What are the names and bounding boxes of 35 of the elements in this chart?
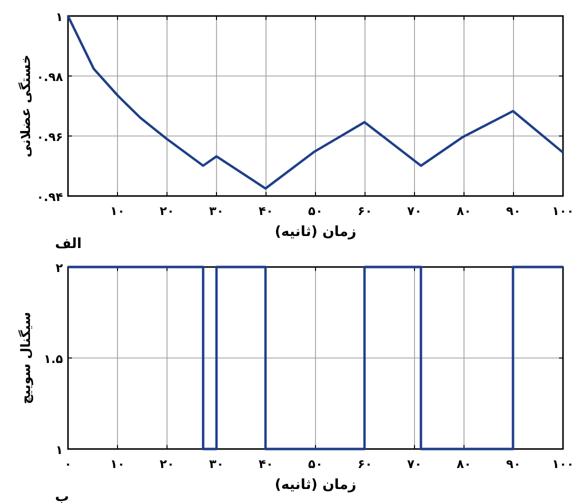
x-tick-label: ۴۰ (258, 457, 274, 471)
y-axis-title: سیگنال سوییچ (18, 312, 34, 404)
x-tick-label: ۷۰ (407, 204, 422, 218)
y-tick-label: ۱ (56, 10, 63, 24)
x-tick-label: ۷۰ (407, 457, 422, 471)
x-tick-label: ۸۰ (456, 204, 472, 218)
x-tick-label: ۱۰ (110, 204, 125, 218)
x-tick-label: ۱۰ (110, 457, 125, 471)
x-tick-label: ۱۰۰ (552, 457, 574, 471)
y-tick-label: ۰.۹۸ (36, 70, 64, 84)
x-axis-title: زمان (ثانیه) (274, 224, 356, 240)
x-tick-label: ۳۰ (209, 457, 224, 471)
x-tick-label: ۳۰ (209, 204, 224, 218)
y-tick-label: ۱.۵ (44, 352, 63, 366)
x-tick-label: ۶۰ (358, 204, 372, 218)
y-axis-title: خستگی عضلانی (18, 54, 34, 158)
x-tick-label: ۸۰ (456, 457, 472, 471)
y-tick-label: ۰.۹۶ (36, 130, 63, 144)
line-series (66, 14, 564, 190)
y-tick-label: ۰.۹۴ (36, 190, 63, 204)
y-tick-label: ۲ (56, 261, 64, 275)
x-tick-label: ۹۰ (506, 457, 521, 471)
x-tick-label: ۶۰ (358, 457, 372, 471)
x-tick-label: ۵۰ (308, 457, 323, 471)
x-axis-title: زمان (ثانیه) (274, 477, 356, 493)
y-tick-label: ۱ (56, 443, 63, 457)
x-tick-label: ۱۰۰ (552, 204, 574, 218)
text: ب (55, 489, 70, 503)
x-tick-label: ۴۰ (258, 204, 274, 218)
x-tick-label: ۹۰ (506, 204, 521, 218)
x-tick-label: ۵۰ (308, 204, 323, 218)
x-tick-label: ۲۰ (160, 204, 174, 218)
text: الف (55, 236, 82, 252)
x-tick-label: ۲۰ (160, 457, 174, 471)
x-tick-label: ۰ (64, 457, 72, 471)
